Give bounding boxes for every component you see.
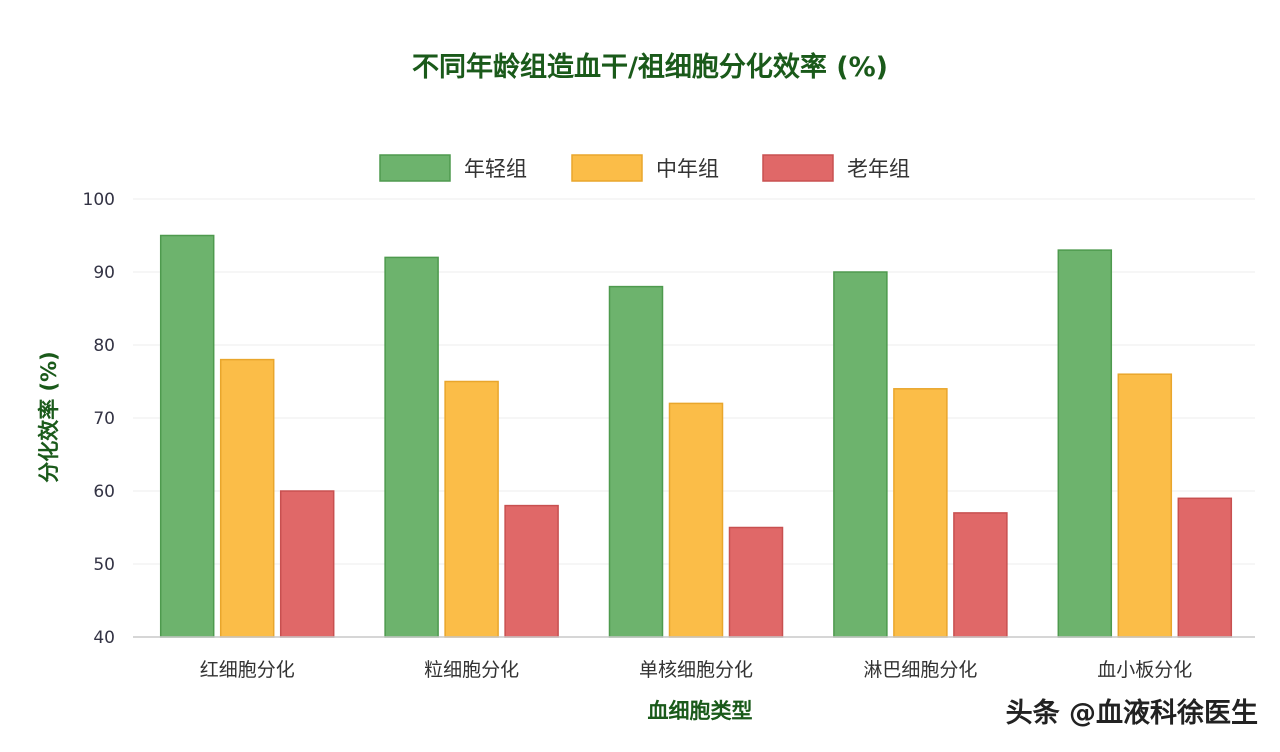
bar-3-2 [504,504,559,638]
legend-label: 老年组 [847,157,910,181]
y-tick-label: 60 [93,482,115,502]
x-tick-label: 粒细胞分化 [424,659,519,681]
bar-1-5 [1057,249,1113,638]
bar-2-3 [668,402,724,638]
bar-3-1 [279,490,335,638]
legend-label: 年轻组 [464,157,527,181]
y-tick-label: 100 [83,190,115,210]
bar-2-4 [893,388,948,638]
y-tick-label: 80 [93,336,115,356]
chart-title: 不同年龄组造血干/祖细胞分化效率 (%) [412,51,888,83]
bar-1-2 [384,256,439,638]
legend-swatch [762,154,834,182]
bar-1-3 [608,285,664,638]
bar-3-3 [728,526,784,638]
bar-3-5 [1177,497,1233,638]
y-axis-ticks: 40 50 60 70 80 90 100 [83,190,115,648]
bar-1-4 [833,271,888,638]
y-tick-label: 40 [93,628,115,648]
bar-2-1 [219,358,275,638]
y-tick-label: 50 [93,555,115,575]
legend-swatch [571,154,643,182]
legend-label: 中年组 [656,157,719,181]
x-axis-title: 血细胞类型 [648,699,753,723]
y-tick-label: 70 [93,409,115,429]
y-tick-label: 90 [93,263,115,283]
x-tick-label: 淋巴细胞分化 [863,659,977,681]
bar-2-2 [444,380,499,638]
legend: 年轻组 中年组 老年组 [379,154,910,182]
y-axis-title: 分化效率 (%) [37,351,61,483]
x-tick-label: 红细胞分化 [200,659,295,681]
x-axis-labels: 红细胞分化 粒细胞分化 单核细胞分化 淋巴细胞分化 血小板分化 [200,659,1193,681]
watermark-text: 头条 @血液科徐医生 [1006,697,1258,729]
bar-3-4 [953,512,1008,638]
bar-2-5 [1117,373,1173,638]
x-tick-label: 血小板分化 [1097,659,1192,681]
legend-swatch [379,154,451,182]
bar-1-1 [159,234,215,638]
bars [159,234,1233,638]
x-tick-label: 单核细胞分化 [639,659,753,681]
